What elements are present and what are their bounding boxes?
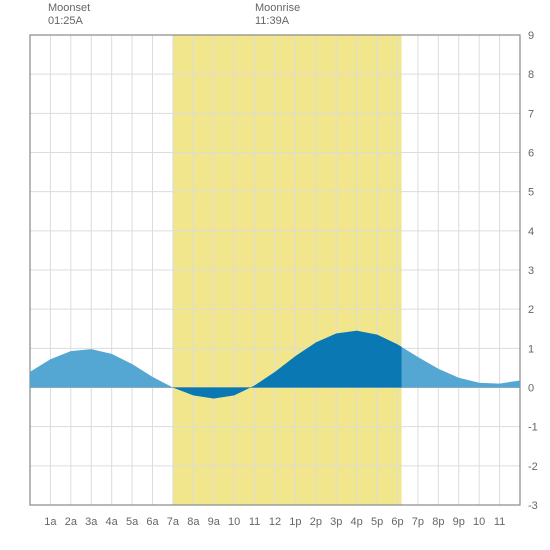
svg-text:2: 2 bbox=[528, 304, 534, 316]
svg-text:2p: 2p bbox=[310, 516, 322, 528]
moonset-label: Moonset bbox=[48, 2, 90, 15]
moonset-block: Moonset 01:25A bbox=[48, 2, 90, 28]
svg-text:9p: 9p bbox=[453, 516, 465, 528]
svg-text:9: 9 bbox=[528, 30, 534, 42]
chart-svg: -3-2-101234567891a2a3a4a5a6a7a8a9a101112… bbox=[0, 0, 550, 550]
svg-text:6p: 6p bbox=[391, 516, 403, 528]
svg-text:9a: 9a bbox=[208, 516, 221, 528]
svg-text:3a: 3a bbox=[85, 516, 98, 528]
svg-text:1: 1 bbox=[528, 343, 534, 355]
svg-text:7a: 7a bbox=[167, 516, 180, 528]
moonrise-time: 11:39A bbox=[255, 15, 300, 28]
svg-text:2a: 2a bbox=[65, 516, 78, 528]
svg-text:4: 4 bbox=[528, 226, 534, 238]
moonrise-label: Moonrise bbox=[255, 2, 300, 15]
svg-text:7p: 7p bbox=[412, 516, 424, 528]
svg-text:4p: 4p bbox=[351, 516, 363, 528]
svg-text:1a: 1a bbox=[44, 516, 57, 528]
svg-text:10: 10 bbox=[473, 516, 485, 528]
svg-text:-2: -2 bbox=[528, 461, 538, 473]
svg-text:0: 0 bbox=[528, 383, 534, 395]
svg-text:8a: 8a bbox=[187, 516, 200, 528]
svg-text:8p: 8p bbox=[432, 516, 444, 528]
svg-text:5: 5 bbox=[528, 187, 534, 199]
moonrise-block: Moonrise 11:39A bbox=[255, 2, 300, 28]
svg-text:6a: 6a bbox=[146, 516, 159, 528]
svg-text:-1: -1 bbox=[528, 422, 538, 434]
svg-text:11: 11 bbox=[249, 516, 260, 528]
svg-text:8: 8 bbox=[528, 69, 534, 81]
tide-chart: Moonset 01:25A Moonrise 11:39A -3-2-1012… bbox=[0, 0, 550, 550]
svg-text:1p: 1p bbox=[289, 516, 301, 528]
svg-text:-3: -3 bbox=[528, 500, 538, 512]
svg-text:3p: 3p bbox=[330, 516, 342, 528]
svg-text:5p: 5p bbox=[371, 516, 383, 528]
moonset-time: 01:25A bbox=[48, 15, 90, 28]
svg-text:4a: 4a bbox=[106, 516, 119, 528]
svg-text:6: 6 bbox=[528, 148, 534, 160]
svg-text:12: 12 bbox=[269, 516, 281, 528]
svg-text:5a: 5a bbox=[126, 516, 139, 528]
svg-text:3: 3 bbox=[528, 265, 534, 277]
svg-text:10: 10 bbox=[228, 516, 240, 528]
svg-text:11: 11 bbox=[494, 516, 505, 528]
svg-text:7: 7 bbox=[528, 108, 534, 120]
